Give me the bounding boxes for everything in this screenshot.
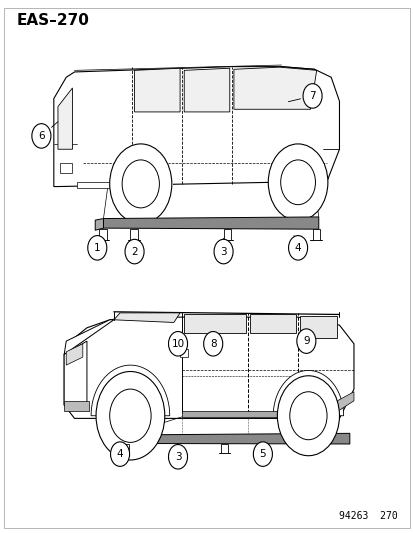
Polygon shape (66, 344, 83, 365)
Polygon shape (120, 435, 126, 445)
Polygon shape (64, 341, 87, 405)
Polygon shape (182, 411, 297, 417)
Polygon shape (337, 392, 353, 411)
Circle shape (268, 144, 327, 221)
Polygon shape (233, 67, 316, 109)
Circle shape (122, 160, 159, 208)
Text: 2: 2 (131, 247, 138, 256)
Polygon shape (64, 401, 89, 411)
Text: 1: 1 (94, 243, 100, 253)
Polygon shape (184, 68, 229, 112)
Polygon shape (54, 67, 339, 187)
Polygon shape (312, 229, 319, 240)
Polygon shape (103, 217, 318, 229)
Circle shape (296, 329, 315, 353)
Circle shape (277, 376, 339, 456)
Circle shape (289, 392, 326, 440)
Circle shape (32, 124, 51, 148)
Circle shape (214, 239, 233, 264)
Circle shape (125, 239, 144, 264)
Polygon shape (223, 229, 230, 240)
Circle shape (96, 372, 164, 460)
Circle shape (109, 389, 151, 442)
Polygon shape (130, 229, 138, 240)
Polygon shape (221, 444, 228, 453)
Polygon shape (76, 182, 124, 188)
Circle shape (280, 160, 315, 205)
Text: EAS–270: EAS–270 (17, 13, 89, 28)
Text: 3: 3 (174, 452, 181, 462)
Text: 8: 8 (209, 339, 216, 349)
Polygon shape (250, 314, 295, 333)
Polygon shape (64, 317, 353, 418)
Text: 10: 10 (171, 339, 184, 349)
Text: 3: 3 (220, 247, 226, 256)
Polygon shape (95, 219, 103, 230)
Polygon shape (180, 349, 188, 357)
Text: 5: 5 (259, 449, 266, 459)
Text: 4: 4 (116, 449, 123, 459)
Polygon shape (64, 320, 114, 354)
Text: 9: 9 (302, 336, 309, 346)
Circle shape (288, 236, 307, 260)
Circle shape (110, 442, 129, 466)
Polygon shape (299, 316, 337, 338)
Circle shape (253, 442, 272, 466)
Polygon shape (91, 365, 169, 416)
Polygon shape (60, 163, 72, 173)
Text: 94263  270: 94263 270 (338, 511, 396, 521)
Polygon shape (58, 88, 72, 149)
Text: 7: 7 (309, 91, 315, 101)
Circle shape (88, 236, 107, 260)
Polygon shape (122, 444, 128, 453)
Text: 6: 6 (38, 131, 45, 141)
Polygon shape (273, 370, 343, 416)
Circle shape (168, 445, 187, 469)
Polygon shape (114, 313, 180, 322)
Polygon shape (134, 68, 180, 112)
Circle shape (168, 332, 187, 356)
Polygon shape (126, 433, 349, 444)
Circle shape (109, 144, 171, 224)
Text: 4: 4 (294, 243, 301, 253)
Polygon shape (99, 229, 107, 240)
Circle shape (302, 84, 321, 108)
Polygon shape (184, 314, 246, 333)
Circle shape (203, 332, 222, 356)
